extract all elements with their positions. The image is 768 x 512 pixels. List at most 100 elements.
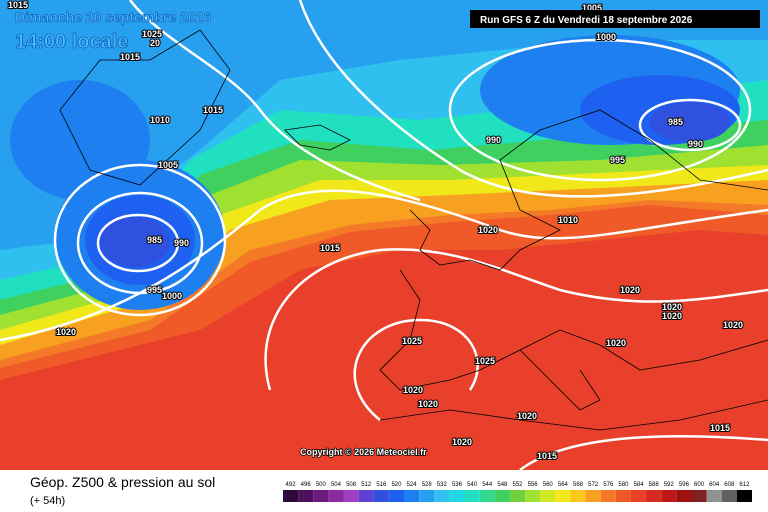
colorbar-swatch (283, 490, 299, 502)
colorbar-swatch (691, 490, 707, 502)
colorbar-label: 564 (558, 482, 569, 488)
colorbar-swatch (494, 490, 510, 502)
colorbar-swatch (388, 490, 405, 502)
colorbar-label: 524 (407, 482, 418, 488)
isobar-label: 985 (147, 235, 162, 245)
colorbar-label: 568 (573, 482, 584, 488)
colorbar-label: 604 (709, 482, 720, 488)
colorbar-swatch (600, 490, 616, 502)
isobar-label: 1015 (537, 451, 557, 461)
colorbar-swatch (706, 490, 722, 502)
map: 1015 1025 1015 20 1005 1000 1015 1010 990 985 990 9… (0, 0, 768, 472)
colorbar-swatch (736, 490, 752, 502)
colorbar-label: 584 (634, 482, 645, 488)
colorbar-swatch (661, 490, 677, 502)
colorbar-swatch (343, 490, 359, 502)
colorbar: 492 496 500 504 508 512 516 520 524 528 532 536 540 5… (283, 482, 752, 502)
colorbar-label: 532 (437, 482, 448, 488)
colorbar-label: 544 (482, 482, 493, 488)
colorbar-swatch (373, 490, 389, 502)
isobar-label: 1020 (452, 437, 472, 447)
isobar-label: 990 (486, 135, 501, 145)
colorbar-swatch (646, 490, 662, 502)
isobar-label: 985 (668, 117, 683, 127)
isobar-label: 20 (150, 38, 160, 48)
isobar-label: 1020 (56, 327, 76, 337)
colorbar-swatch (585, 490, 601, 502)
isobar-label: 1010 (558, 215, 578, 225)
colorbar-label: 508 (346, 482, 357, 488)
isobar-label: 1015 (710, 423, 730, 433)
isobar-label: 1015 (203, 105, 223, 115)
isobar-label: 990 (174, 238, 189, 248)
isobar-label: 1020 (723, 320, 743, 330)
isobar-label: 1020 (403, 385, 423, 395)
colorbar-swatch (525, 490, 541, 502)
colorbar-swatch (630, 490, 647, 502)
colorbar-label: 592 (664, 482, 675, 488)
colorbar-label: 512 (361, 482, 372, 488)
isobar-label: 1025 (402, 336, 422, 346)
colorbar-label: 572 (588, 482, 599, 488)
colorbar-label: 552 (512, 482, 523, 488)
colorbar-swatch (434, 490, 450, 502)
colorbar-label: 580 (618, 482, 629, 488)
colorbar-swatch (509, 490, 526, 502)
colorbar-swatch (449, 490, 465, 502)
colorbar-label: 588 (649, 482, 660, 488)
colorbar-swatch (615, 490, 631, 502)
colorbar-swatch (313, 490, 329, 502)
isobar-label: 995 (610, 155, 625, 165)
isobar-label: 1020 (620, 285, 640, 295)
time: 14:00 locale (15, 31, 128, 53)
run-info: Run GFS 6 Z du Vendredi 18 septembre 202… (480, 15, 693, 26)
date: Dimanche 20 septembre 2026 (15, 9, 211, 25)
isobar-labels: 1015 1025 1015 20 1005 1000 1015 1010 990 985 990 9… (7, 0, 744, 462)
colorbar-label: 556 (528, 482, 539, 488)
isobar-label: 1015 (320, 243, 340, 253)
colorbar-label: 600 (694, 482, 705, 488)
colorbar-label: 608 (724, 482, 735, 488)
colorbar-label: 504 (331, 482, 342, 488)
colorbar-swatch (555, 490, 571, 502)
colorbar-swatch (540, 490, 556, 502)
colorbar-swatch (419, 490, 435, 502)
colorbar-swatch (570, 490, 586, 502)
footer-title: Géop. Z500 & pression au sol (30, 474, 215, 490)
isobar-label: 1015 (120, 52, 140, 62)
colorbar-label: 520 (391, 482, 402, 488)
isobar-label: 995 (147, 285, 162, 295)
isobar-label: 1020 (662, 311, 682, 321)
colorbar-swatch (676, 490, 692, 502)
isobar-label: 1020 (478, 225, 498, 235)
colorbar-swatch (464, 490, 480, 502)
colorbar-label: 500 (316, 482, 327, 488)
colorbar-label: 576 (603, 482, 614, 488)
isobar-label: 1020 (517, 411, 537, 421)
colorbar-swatch (479, 490, 495, 502)
colorbar-label: 492 (286, 482, 297, 488)
colorbar-label: 540 (467, 482, 478, 488)
colorbar-swatch (328, 490, 344, 502)
isobar-label: 1015 (8, 0, 28, 10)
colorbar-label: 496 (301, 482, 312, 488)
isobar-label: 1020 (662, 302, 682, 312)
isobar-label: 1020 (418, 399, 438, 409)
copyright: Copyright © 2026 Meteociel.fr (300, 447, 427, 457)
colorbar-swatch (721, 490, 737, 502)
colorbar-swatch (404, 490, 420, 502)
colorbar-label: 536 (452, 482, 463, 488)
isobar-label: 1025 (142, 29, 162, 39)
colorbar-label: 596 (679, 482, 690, 488)
isobar-label: 1025 (475, 356, 495, 366)
isobar-label: 1010 (150, 115, 170, 125)
isobar-label: 1000 (596, 32, 616, 42)
colorbar-swatch (358, 490, 374, 502)
colorbar-label: 560 (543, 482, 554, 488)
colorbar-swatch (298, 490, 314, 502)
footer-lead: (+ 54h) (30, 495, 65, 507)
colorbar-label: 612 (739, 482, 750, 488)
isobar-label: 1020 (606, 338, 626, 348)
colorbar-label: 528 (422, 482, 433, 488)
